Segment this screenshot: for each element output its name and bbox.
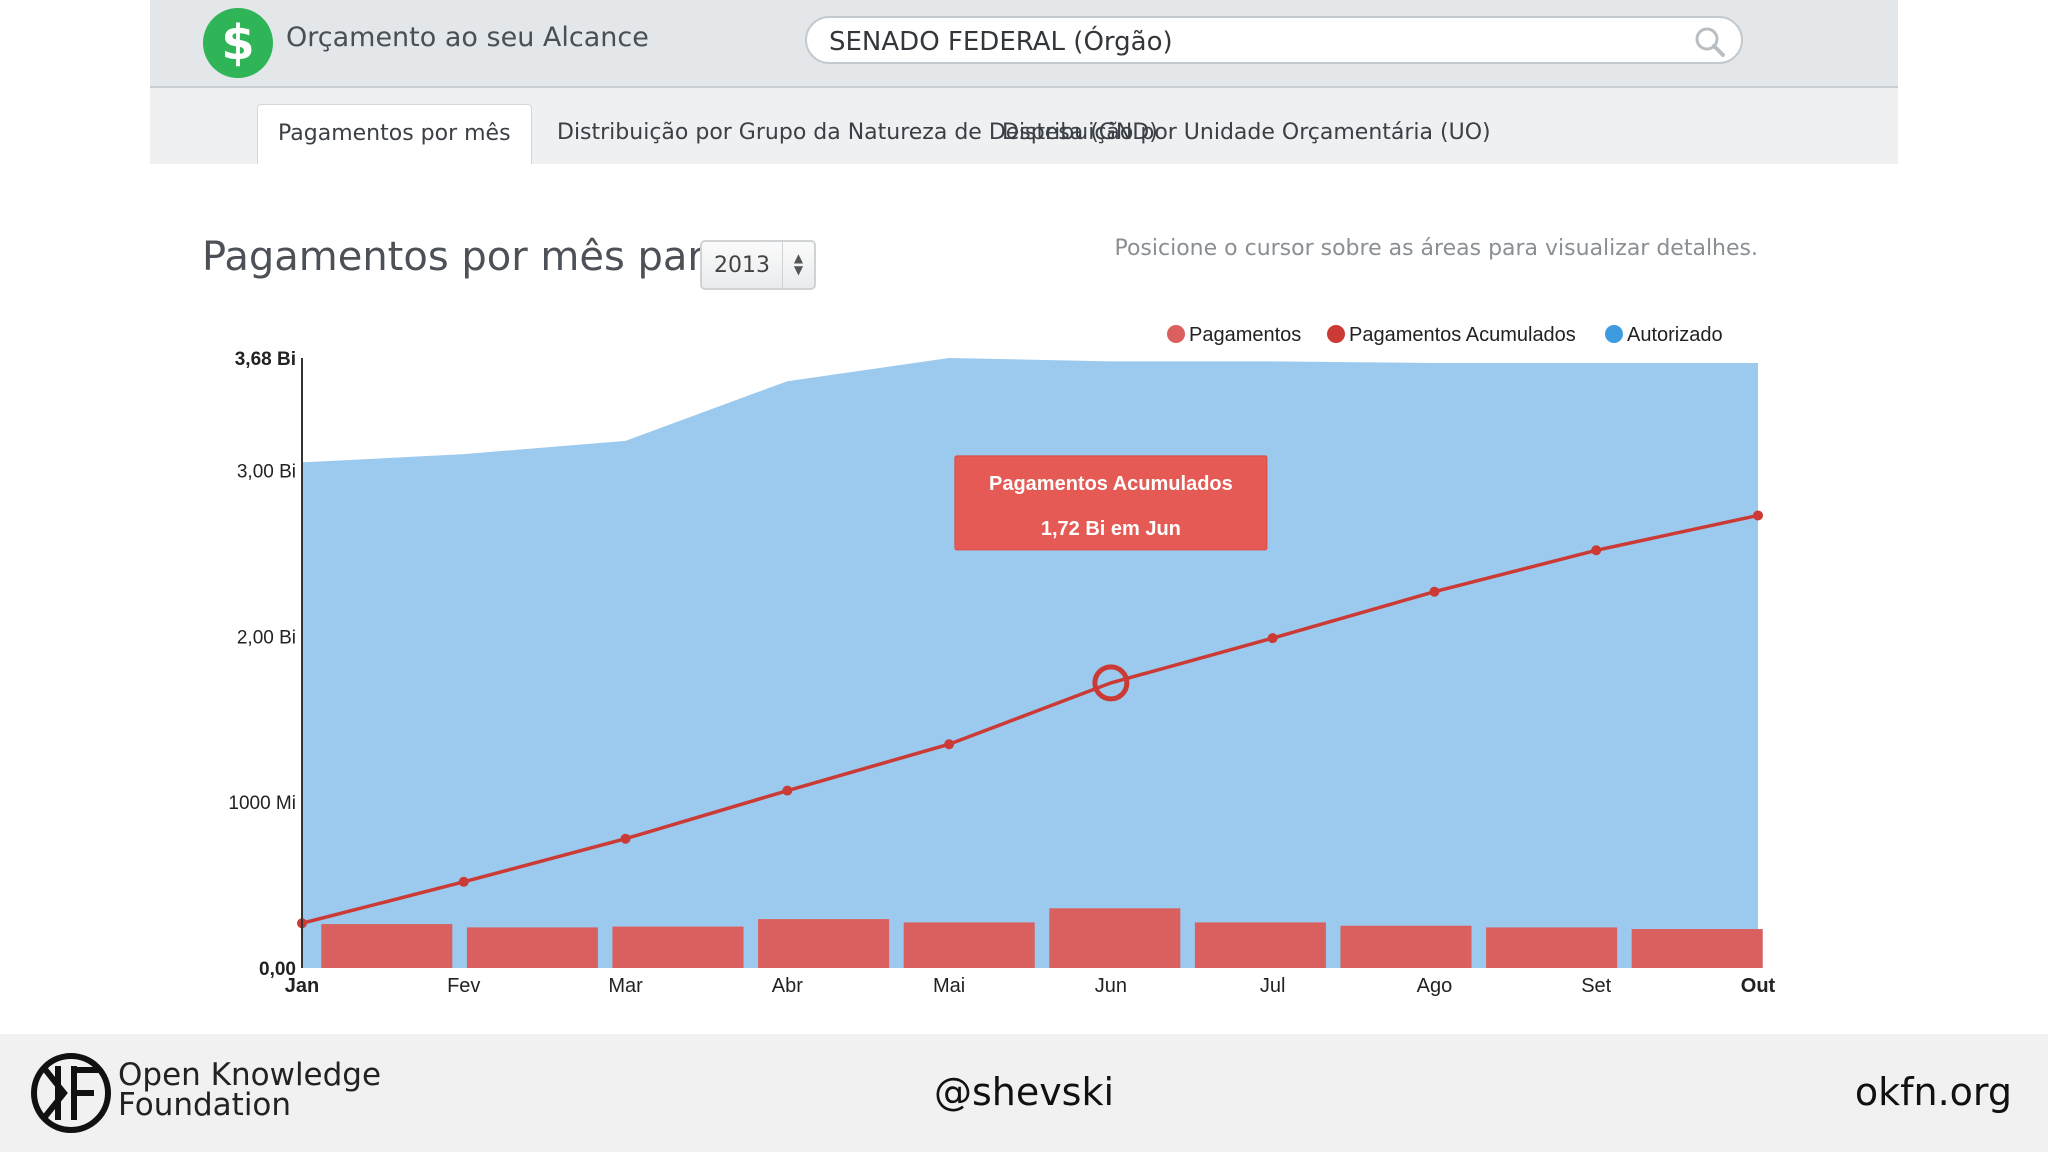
app-title[interactable]: Orçamento ao seu Alcance — [286, 22, 649, 53]
bar-pagamentos-jul[interactable] — [1194, 922, 1326, 968]
x-tick-label-jul: Jul — [1260, 975, 1286, 997]
year-select-value: 2013 — [714, 253, 770, 278]
tooltip-box — [954, 455, 1268, 551]
x-tick-label-jun: Jun — [1095, 975, 1127, 997]
dollar-logo-icon[interactable]: $ — [203, 8, 273, 78]
page-title: Pagamentos por mês para — [202, 234, 729, 280]
legend-label-autorizado[interactable]: Autorizado — [1627, 324, 1723, 346]
bar-pagamentos-mai[interactable] — [903, 922, 1035, 968]
point-acumulados-ago[interactable] — [1429, 586, 1440, 597]
legend-label-pagamentos-acumulados[interactable]: Pagamentos Acumulados — [1349, 324, 1576, 346]
tab-distribuicao-uo[interactable]: Distribuição por Unidade Orçamentária (U… — [1002, 120, 1491, 145]
search-box[interactable]: SENADO FEDERAL (Órgão) — [805, 16, 1743, 64]
point-acumulados-mai[interactable] — [944, 739, 955, 750]
tab-bar: Pagamentos por mês Distribuição por Grup… — [150, 88, 1898, 164]
tab-distribuicao-gnd[interactable]: Distribuição por Grupo da Natureza de De… — [557, 120, 1158, 145]
legend-marker-autorizado — [1605, 325, 1623, 343]
tooltip: Pagamentos Acumulados 1,72 Bi em Jun — [954, 455, 1268, 551]
search-input[interactable]: SENADO FEDERAL (Órgão) — [829, 27, 1173, 57]
x-tick-label-out: Out — [1741, 975, 1776, 997]
bar-pagamentos-abr[interactable] — [758, 919, 890, 968]
point-acumulados-abr[interactable] — [782, 785, 793, 796]
chart-legend: Pagamentos Pagamentos Acumulados Autorizad… — [1167, 324, 1723, 346]
legend-marker-pagamentos — [1167, 325, 1185, 343]
bar-pagamentos-fev[interactable] — [466, 927, 598, 968]
x-tick-label-mar: Mar — [608, 975, 643, 997]
tooltip-text: 1,72 Bi em Jun — [1041, 518, 1181, 540]
y-tick-label: 2,00 Bi — [237, 627, 296, 648]
point-acumulados-jun[interactable] — [1092, 664, 1130, 702]
x-tick-label-ago: Ago — [1417, 975, 1453, 997]
point-acumulados-set[interactable] — [1591, 545, 1602, 556]
acumulados-line[interactable] — [301, 513, 1759, 925]
point-acumulados-jul[interactable] — [1267, 633, 1278, 644]
x-tick-label-set: Set — [1581, 975, 1611, 997]
bar-pagamentos-jan[interactable] — [321, 924, 453, 968]
y-tick-label: 3,68 Bi — [235, 349, 296, 370]
legend-label-pagamentos[interactable]: Pagamentos — [1189, 324, 1301, 346]
okf-name: Open Knowledge Foundation — [118, 1057, 382, 1123]
bar-pagamentos-jun[interactable] — [1049, 908, 1181, 968]
bar-pagamentos-ago[interactable] — [1340, 925, 1472, 968]
x-tick-label-jan: Jan — [285, 975, 319, 997]
okf-logo-icon — [31, 1053, 111, 1133]
select-arrows-icon: ▲ ▼ — [782, 242, 814, 288]
search-icon[interactable] — [1693, 25, 1727, 59]
tab-pagamentos-por-mes[interactable]: Pagamentos por mês — [257, 104, 532, 164]
year-select[interactable]: 2013 ▲ ▼ — [700, 240, 816, 290]
point-acumulados-mar[interactable] — [620, 833, 631, 844]
footer: Open Knowledge Foundation @shevski okfn.… — [0, 1034, 2048, 1152]
x-tick-label-abr: Abr — [772, 975, 803, 997]
bar-pagamentos-set[interactable] — [1486, 927, 1618, 968]
okf-name-line1: Open Knowledge — [118, 1057, 382, 1093]
x-tick-label-fev: Fev — [447, 975, 480, 997]
bar-pagamentos-mar[interactable] — [612, 926, 744, 968]
footer-site[interactable]: okfn.org — [1854, 1070, 2012, 1114]
legend-marker-pagamentos-acumulados — [1327, 325, 1345, 343]
x-tick-label-mai: Mai — [933, 975, 965, 997]
autorizado-area[interactable] — [302, 358, 1758, 968]
bar-pagamentos-out[interactable] — [1631, 929, 1763, 968]
tooltip-title: Pagamentos Acumulados — [989, 473, 1233, 495]
okf-name-line2: Foundation — [118, 1087, 292, 1123]
y-tick-label: 0,00 — [259, 959, 296, 980]
footer-handle[interactable]: @shevski — [933, 1070, 1115, 1114]
point-acumulados-fev[interactable] — [458, 876, 469, 887]
app-header: $ Orçamento ao seu Alcance SENADO FEDERA… — [150, 0, 1898, 88]
payments-chart[interactable]: 0,00 1000 Mi 2,00 Bi 3,00 Bi 3,68 Bi Jan Fev M… — [0, 0, 2048, 1034]
y-tick-label: 3,00 Bi — [237, 462, 296, 483]
y-tick-label: 1000 Mi — [228, 793, 296, 814]
point-acumulados-out[interactable] — [1753, 510, 1763, 521]
chart-hint: Posicione o cursor sobre as áreas para v… — [1114, 236, 1758, 261]
